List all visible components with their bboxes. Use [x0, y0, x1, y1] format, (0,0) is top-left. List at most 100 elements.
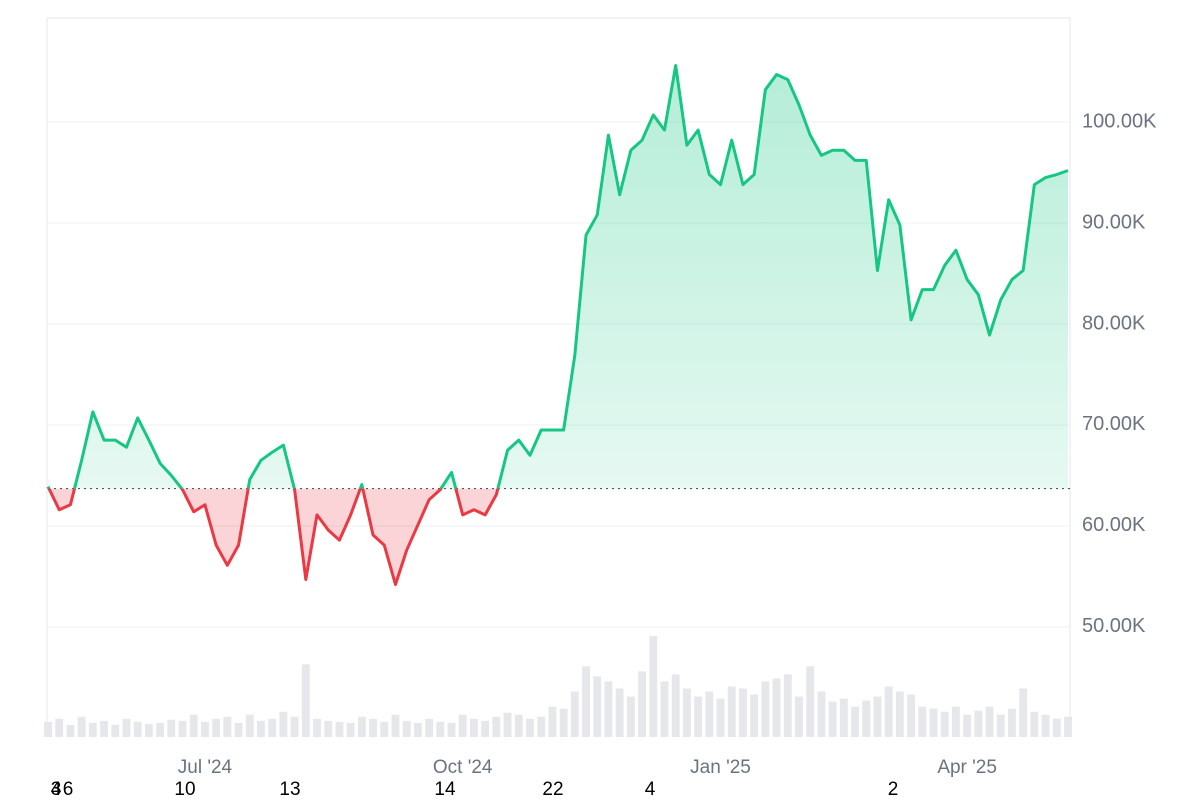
volume-bar	[458, 714, 467, 737]
bottom-label: 13	[279, 779, 300, 800]
volume-bar	[178, 720, 187, 737]
volume-bar	[245, 714, 254, 737]
volume-bar	[133, 721, 142, 737]
volume-bar	[402, 720, 411, 737]
volume-bar	[380, 721, 389, 737]
volume-bar	[671, 674, 680, 737]
volume-bar	[795, 696, 803, 737]
volume-bar	[301, 664, 310, 737]
volume-bar	[638, 671, 646, 737]
volume-bar	[279, 711, 288, 737]
bottom-label: 4	[645, 779, 656, 800]
y-tick-label: 100.00K	[1082, 110, 1157, 132]
volume-bar	[526, 718, 534, 737]
volume-bar	[1008, 708, 1016, 737]
volume-bar	[268, 718, 277, 737]
volume-bar	[1041, 714, 1050, 737]
volume-bar	[122, 718, 131, 737]
volume-bar	[593, 676, 602, 737]
volume-bar	[425, 718, 434, 737]
volume-bar	[951, 706, 960, 737]
volume-bar	[357, 716, 366, 737]
volume-bar	[548, 706, 557, 737]
volume-bar	[1019, 688, 1028, 737]
volume-bar	[604, 681, 613, 737]
volume-bar	[839, 698, 848, 737]
volume-bar	[391, 714, 400, 737]
volume-bar	[470, 718, 478, 737]
volume-bar	[492, 716, 501, 737]
volume-bar	[313, 718, 321, 737]
volume-bar	[582, 666, 590, 737]
bottom-label: 22	[542, 779, 563, 800]
volume-bar	[716, 698, 725, 737]
x-tick-label: Apr '25	[937, 757, 997, 778]
x-tick-label: Jan '25	[690, 757, 751, 778]
x-tick-label: Jul '24	[178, 757, 233, 778]
volume-bar	[503, 712, 512, 737]
volume-bar	[223, 716, 232, 737]
y-tick-label: 80.00K	[1082, 312, 1146, 334]
bottom-label: 14	[434, 779, 456, 800]
volume-bar	[44, 721, 52, 737]
volume-bar	[514, 714, 523, 737]
y-tick-label: 60.00K	[1082, 514, 1146, 536]
volume-bar	[77, 716, 86, 737]
volume-bar	[201, 721, 209, 737]
bottom-label: 10	[174, 779, 195, 800]
area-up	[48, 65, 1068, 489]
volume-bar	[1030, 711, 1039, 737]
volume-bar	[772, 678, 781, 737]
volume-bar	[851, 706, 859, 737]
bottom-label: 4	[51, 779, 62, 800]
volume-bar	[1052, 718, 1061, 737]
volume-bar	[234, 722, 243, 737]
y-tick-label: 70.00K	[1082, 413, 1146, 435]
volume-bar	[324, 720, 333, 737]
volume-bar	[929, 708, 938, 737]
volume-bar	[88, 722, 97, 737]
volume-bar	[761, 681, 770, 737]
volume-bar	[862, 700, 871, 737]
volume-bar	[447, 722, 456, 737]
volume-bar	[290, 716, 299, 737]
x-tick-label: Oct '24	[433, 757, 493, 778]
volume-bar	[996, 714, 1005, 737]
volume-bar	[817, 691, 826, 737]
volume-bar	[694, 696, 703, 737]
volume-bar	[739, 688, 747, 737]
volume-bar	[559, 708, 568, 737]
volume-bar	[436, 721, 445, 737]
volume-bar	[335, 721, 344, 737]
line-down	[47, 488, 500, 587]
line-up	[46, 63, 1069, 489]
volume-bar	[66, 724, 75, 737]
volume-bar	[537, 716, 546, 737]
volume-bar	[884, 686, 893, 737]
volume-bar	[481, 720, 490, 737]
volume-bar	[940, 711, 949, 737]
volume-bar	[257, 720, 265, 737]
volume-bar	[806, 666, 815, 737]
volume-bar	[907, 694, 915, 737]
volume-bar	[963, 714, 972, 737]
bottom-label: 3	[51, 779, 62, 800]
volume-bar	[369, 718, 377, 737]
volume-bar	[1064, 716, 1072, 737]
volume-bar	[918, 706, 927, 737]
volume-bar	[100, 720, 108, 737]
volume-bar	[649, 636, 658, 737]
volume-bar	[111, 724, 120, 737]
area-down	[48, 488, 498, 585]
volume-bar	[167, 719, 176, 737]
volume-bar	[156, 722, 165, 737]
volume-bar	[750, 694, 759, 737]
volume-bar	[570, 691, 579, 737]
bottom-label: 2	[888, 779, 899, 800]
volume-bar	[705, 691, 714, 737]
bottom-label: 6	[63, 779, 74, 800]
volume-bar	[660, 681, 669, 737]
volume-bar	[828, 701, 837, 737]
volume-bar	[413, 722, 422, 737]
volume-bar	[212, 718, 221, 737]
